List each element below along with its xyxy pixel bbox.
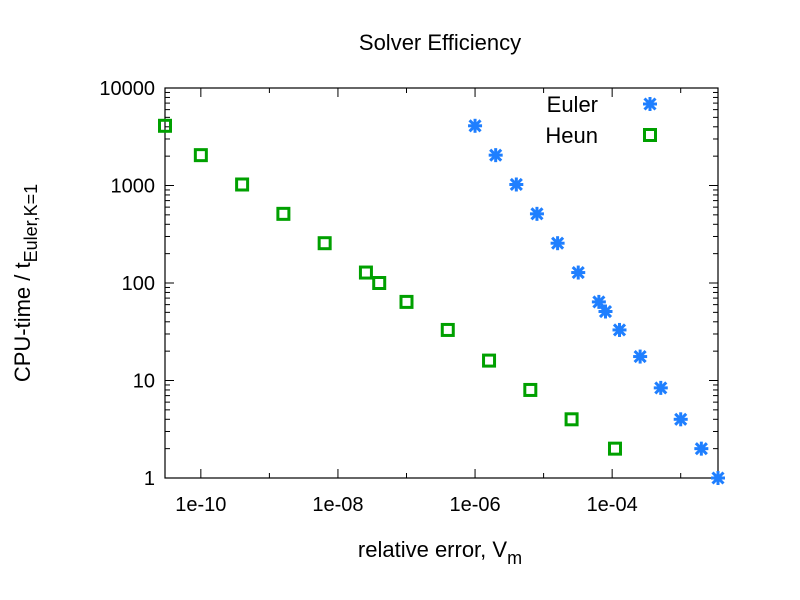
y-tick-label: 1 bbox=[144, 468, 155, 490]
data-point-euler bbox=[509, 177, 524, 192]
data-point-euler bbox=[529, 206, 544, 221]
y-axis-label-subscript: Euler,K=1 bbox=[21, 184, 41, 263]
legend-marker-heun bbox=[643, 128, 657, 142]
data-point-heun bbox=[158, 118, 172, 133]
x-tick-label: 1e-04 bbox=[587, 494, 638, 516]
data-point-euler bbox=[633, 349, 648, 364]
y-tick-label: 10000 bbox=[99, 78, 155, 100]
legend: Euler Heun bbox=[545, 92, 657, 148]
y-tick-label: 1000 bbox=[111, 176, 156, 198]
y-tick-label: 100 bbox=[122, 273, 155, 295]
data-point-heun bbox=[372, 276, 387, 290]
x-axis-label: relative error, Vm bbox=[358, 537, 522, 568]
data-point-euler bbox=[673, 412, 688, 427]
data-point-euler bbox=[550, 236, 565, 251]
data-point-heun bbox=[317, 236, 332, 251]
data-point-heun bbox=[607, 441, 622, 456]
data-point-euler bbox=[694, 441, 709, 456]
legend-label-heun: Heun bbox=[545, 123, 598, 148]
data-point-euler bbox=[598, 304, 613, 319]
data-point-euler bbox=[488, 148, 503, 163]
data-point-heun bbox=[235, 177, 250, 192]
series-layer bbox=[158, 118, 725, 485]
data-point-euler bbox=[653, 380, 668, 395]
data-point-heun bbox=[193, 148, 208, 163]
y-axis-label: CPU-time / tEuler,K=1 bbox=[10, 184, 41, 382]
legend-symbol-heun bbox=[643, 128, 657, 142]
chart-title: Solver Efficiency bbox=[359, 30, 521, 55]
data-point-euler bbox=[711, 471, 725, 485]
series-heun bbox=[158, 118, 622, 456]
data-point-heun bbox=[399, 294, 414, 309]
data-point-euler bbox=[612, 322, 627, 337]
x-axis-ticks: 1e-10 1e-08 1e-06 1e-04 bbox=[175, 88, 682, 516]
data-point-heun bbox=[564, 412, 579, 427]
x-tick-label: 1e-08 bbox=[312, 494, 363, 516]
data-point-heun bbox=[276, 206, 291, 221]
data-point-heun bbox=[358, 265, 373, 280]
data-point-euler bbox=[468, 118, 483, 133]
plot-frame bbox=[164, 87, 719, 479]
x-tick-label: 1e-10 bbox=[175, 494, 226, 516]
data-point-heun bbox=[440, 322, 455, 337]
series-euler bbox=[468, 118, 725, 485]
data-point-euler bbox=[571, 265, 586, 280]
y-tick-label: 10 bbox=[133, 371, 155, 393]
data-point-euler bbox=[591, 294, 606, 309]
legend-symbol-euler bbox=[643, 97, 657, 111]
data-point-heun bbox=[523, 382, 538, 397]
x-axis-label-subscript: m bbox=[507, 548, 522, 568]
data-point-heun bbox=[482, 353, 497, 368]
y-axis-ticks: 1 10 100 1000 10000 bbox=[99, 78, 718, 490]
legend-marker-euler bbox=[643, 97, 657, 111]
x-tick-label: 1e-06 bbox=[449, 494, 500, 516]
legend-label-euler: Euler bbox=[547, 92, 598, 117]
